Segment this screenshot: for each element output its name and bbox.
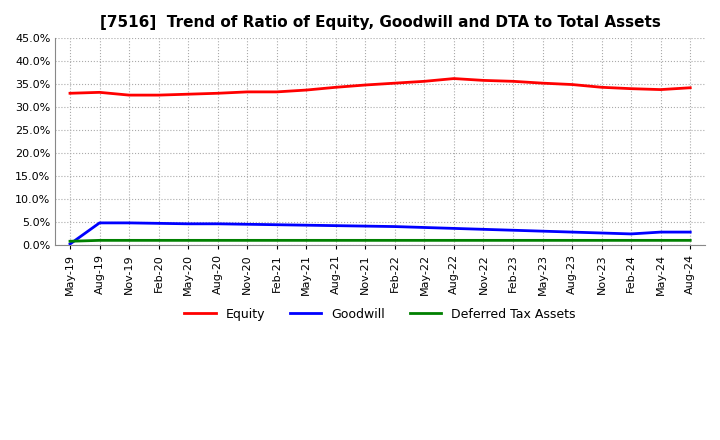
- Equity: [480, 78, 488, 83]
- Legend: Equity, Goodwill, Deferred Tax Assets: Equity, Goodwill, Deferred Tax Assets: [179, 303, 581, 326]
- Title: [7516]  Trend of Ratio of Equity, Goodwill and DTA to Total Assets: [7516] Trend of Ratio of Equity, Goodwil…: [99, 15, 660, 30]
- Equity: [184, 92, 192, 97]
- Deferred Tax Assets: [686, 238, 695, 243]
- Deferred Tax Assets: [449, 238, 458, 243]
- Equity: [302, 88, 310, 93]
- Deferred Tax Assets: [420, 238, 428, 243]
- Equity: [449, 76, 458, 81]
- Goodwill: [95, 220, 104, 226]
- Deferred Tax Assets: [509, 238, 518, 243]
- Deferred Tax Assets: [66, 238, 74, 244]
- Equity: [243, 89, 251, 95]
- Deferred Tax Assets: [213, 238, 222, 243]
- Goodwill: [480, 227, 488, 232]
- Goodwill: [686, 229, 695, 235]
- Equity: [272, 89, 281, 95]
- Equity: [331, 84, 340, 90]
- Goodwill: [449, 226, 458, 231]
- Deferred Tax Assets: [598, 238, 606, 243]
- Deferred Tax Assets: [627, 238, 636, 243]
- Deferred Tax Assets: [331, 238, 340, 243]
- Deferred Tax Assets: [361, 238, 369, 243]
- Line: Goodwill: Goodwill: [70, 223, 690, 244]
- Line: Deferred Tax Assets: Deferred Tax Assets: [70, 240, 690, 241]
- Deferred Tax Assets: [243, 238, 251, 243]
- Equity: [125, 92, 133, 98]
- Goodwill: [184, 221, 192, 227]
- Goodwill: [243, 222, 251, 227]
- Goodwill: [272, 222, 281, 227]
- Equity: [509, 79, 518, 84]
- Deferred Tax Assets: [390, 238, 399, 243]
- Goodwill: [598, 231, 606, 236]
- Equity: [539, 81, 547, 86]
- Goodwill: [539, 228, 547, 234]
- Equity: [95, 90, 104, 95]
- Goodwill: [509, 227, 518, 233]
- Equity: [420, 79, 428, 84]
- Deferred Tax Assets: [539, 238, 547, 243]
- Deferred Tax Assets: [480, 238, 488, 243]
- Goodwill: [154, 221, 163, 226]
- Goodwill: [390, 224, 399, 229]
- Goodwill: [213, 221, 222, 227]
- Equity: [66, 91, 74, 96]
- Equity: [361, 82, 369, 88]
- Deferred Tax Assets: [657, 238, 665, 243]
- Goodwill: [125, 220, 133, 226]
- Goodwill: [361, 224, 369, 229]
- Deferred Tax Assets: [95, 238, 104, 243]
- Deferred Tax Assets: [154, 238, 163, 243]
- Equity: [598, 84, 606, 90]
- Equity: [154, 92, 163, 98]
- Goodwill: [66, 242, 74, 247]
- Deferred Tax Assets: [302, 238, 310, 243]
- Goodwill: [420, 225, 428, 230]
- Equity: [686, 85, 695, 90]
- Deferred Tax Assets: [125, 238, 133, 243]
- Equity: [568, 82, 577, 87]
- Goodwill: [657, 229, 665, 235]
- Line: Equity: Equity: [70, 79, 690, 95]
- Equity: [213, 91, 222, 96]
- Goodwill: [302, 223, 310, 228]
- Deferred Tax Assets: [568, 238, 577, 243]
- Goodwill: [627, 231, 636, 237]
- Equity: [390, 81, 399, 86]
- Equity: [657, 87, 665, 92]
- Deferred Tax Assets: [184, 238, 192, 243]
- Deferred Tax Assets: [272, 238, 281, 243]
- Goodwill: [568, 229, 577, 235]
- Equity: [627, 86, 636, 92]
- Goodwill: [331, 223, 340, 228]
